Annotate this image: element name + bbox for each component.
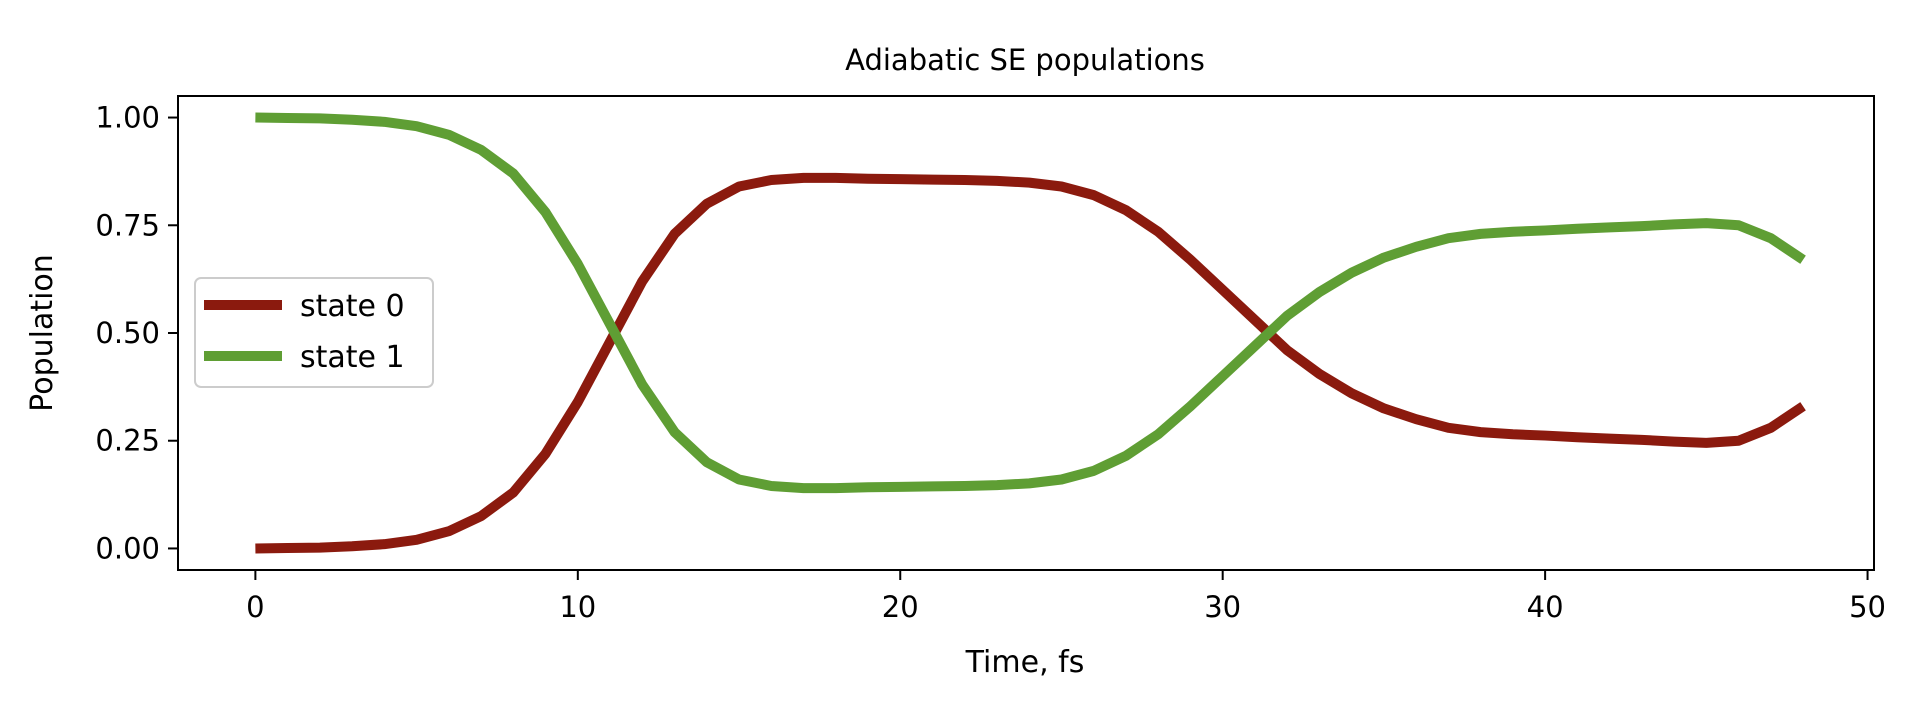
y-tick-label: 0.00 xyxy=(95,531,160,565)
y-axis-label: Population xyxy=(25,254,60,412)
y-tick-label: 0.75 xyxy=(95,208,160,242)
y-tick-label: 0.25 xyxy=(95,424,160,458)
legend-label-state-0: state 0 xyxy=(300,289,405,324)
x-axis-label: Time, fs xyxy=(965,645,1085,680)
x-axis: 0 10 20 30 40 50 xyxy=(246,570,1886,624)
x-tick-label: 50 xyxy=(1849,590,1886,624)
legend-label-state-1: state 1 xyxy=(300,340,405,375)
series-line-state-1 xyxy=(255,112,1806,494)
series-layer xyxy=(255,112,1806,554)
x-tick-label: 10 xyxy=(559,590,596,624)
y-tick-label: 0.50 xyxy=(95,316,160,350)
legend: state 0 state 1 xyxy=(194,277,434,388)
x-tick-label: 20 xyxy=(882,590,919,624)
x-tick-label: 0 xyxy=(246,590,264,624)
y-tick-label: 1.00 xyxy=(95,101,160,135)
chart-title: Adiabatic SE populations xyxy=(845,43,1205,77)
series-line-state-0 xyxy=(255,172,1806,554)
x-tick-label: 40 xyxy=(1527,590,1564,624)
y-axis: 0.00 0.25 0.50 0.75 1.00 xyxy=(95,101,178,565)
x-tick-label: 30 xyxy=(1204,590,1241,624)
